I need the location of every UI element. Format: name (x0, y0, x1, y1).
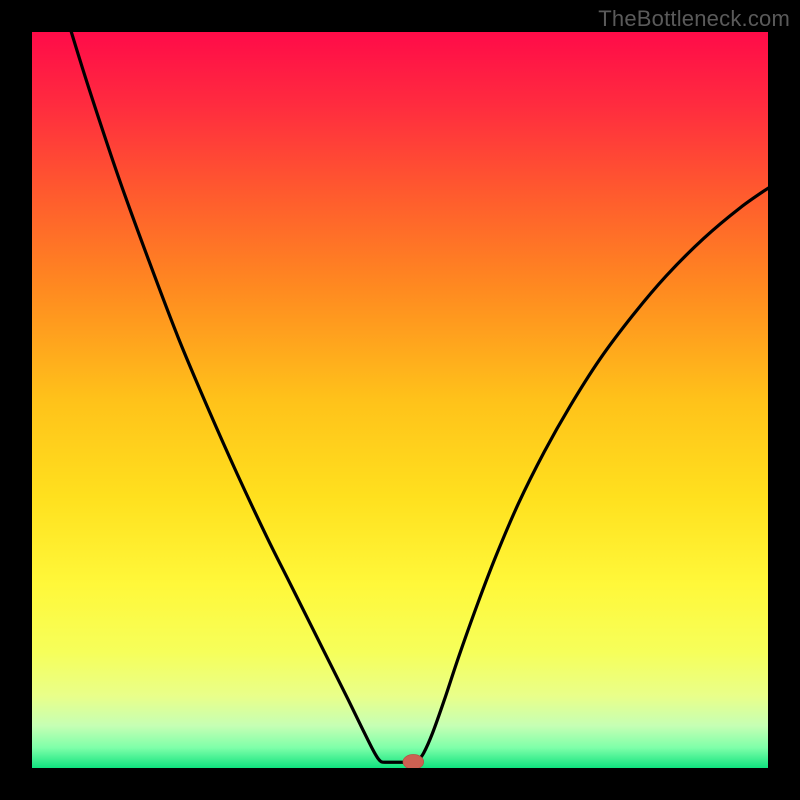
optimal-point-marker (403, 754, 424, 769)
watermark-text: TheBottleneck.com (598, 6, 790, 32)
chart-container: TheBottleneck.com (0, 0, 800, 800)
gradient-background (30, 30, 770, 770)
plot-area (30, 30, 770, 770)
bottleneck-curve-chart (0, 0, 800, 800)
